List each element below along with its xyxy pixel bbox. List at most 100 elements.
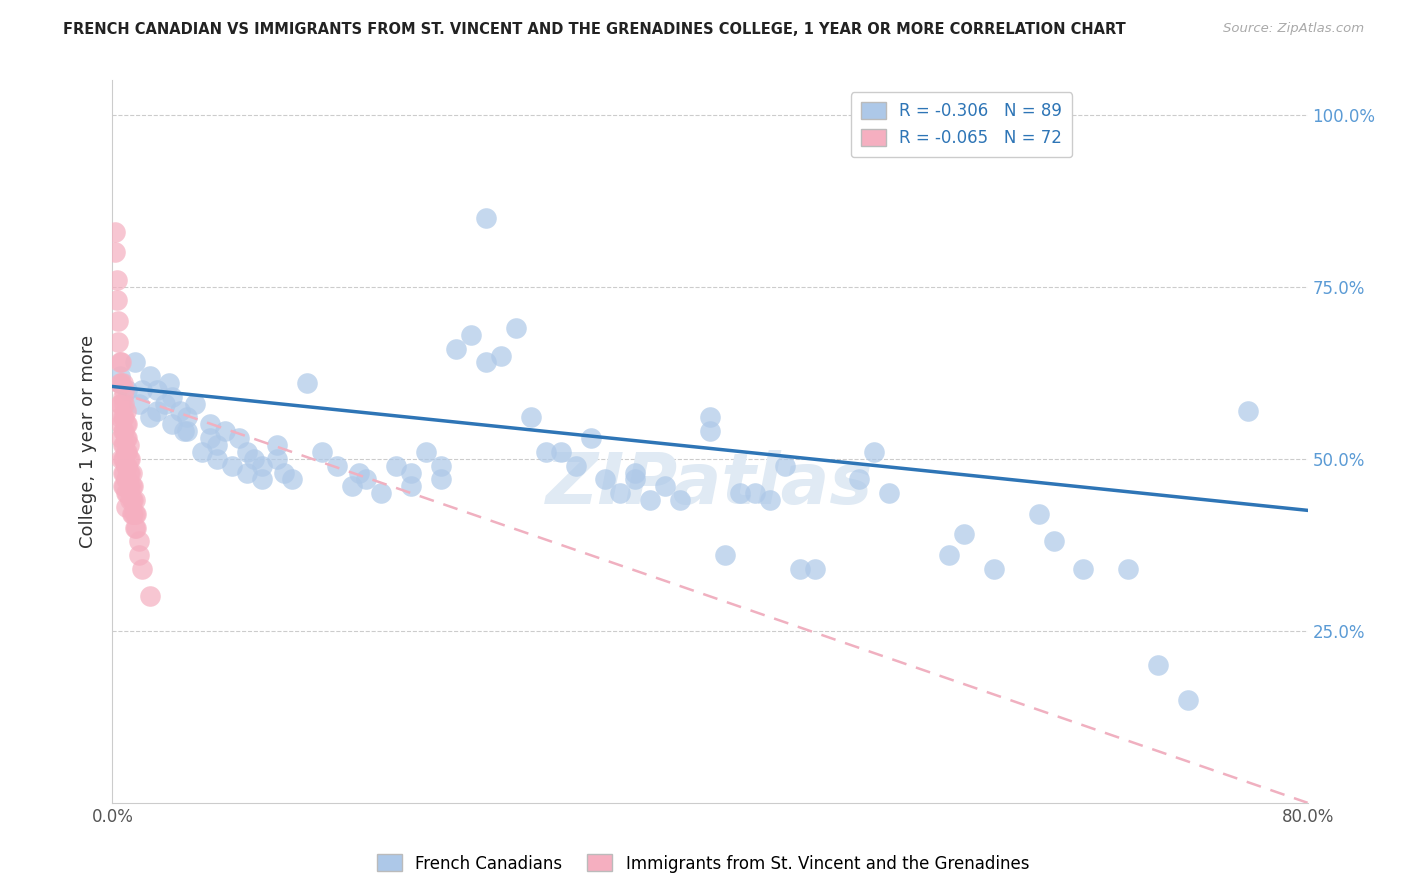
Point: [108, 355, 131, 369]
Point: [110, 397, 132, 411]
Point: [114, 410, 135, 425]
Point: [609, 486, 631, 500]
Point: [117, 486, 139, 500]
Point: [728, 486, 751, 500]
Text: Source: ZipAtlas.com: Source: ZipAtlas.com: [1223, 22, 1364, 36]
Point: [624, 472, 647, 486]
Point: [401, 479, 423, 493]
Point: [789, 562, 811, 576]
Point: [105, 273, 128, 287]
Point: [1177, 692, 1199, 706]
Point: [104, 225, 127, 239]
Point: [640, 493, 662, 508]
Point: [128, 534, 150, 549]
Point: [114, 424, 135, 438]
Point: [107, 314, 129, 328]
Point: [114, 438, 135, 452]
Point: [1147, 658, 1170, 673]
Text: ZIPatlas: ZIPatlas: [547, 450, 873, 519]
Point: [114, 397, 135, 411]
Point: [370, 486, 392, 500]
Point: [114, 383, 135, 397]
Point: [117, 417, 139, 432]
Point: [121, 479, 143, 493]
Point: [534, 445, 557, 459]
Point: [773, 458, 796, 473]
Point: [759, 493, 782, 508]
Point: [110, 431, 132, 445]
Point: [120, 466, 142, 480]
Point: [124, 507, 146, 521]
Point: [169, 403, 191, 417]
Point: [460, 327, 482, 342]
Point: [125, 520, 148, 534]
Point: [236, 466, 259, 480]
Y-axis label: College, 1 year or more: College, 1 year or more: [79, 335, 97, 548]
Point: [111, 438, 134, 452]
Point: [121, 466, 143, 480]
Point: [115, 486, 138, 500]
Point: [191, 445, 214, 459]
Point: [115, 472, 138, 486]
Point: [266, 438, 288, 452]
Point: [953, 527, 976, 541]
Point: [669, 493, 692, 508]
Point: [115, 403, 138, 417]
Point: [595, 472, 617, 486]
Point: [115, 417, 138, 432]
Point: [236, 445, 259, 459]
Point: [122, 493, 145, 508]
Point: [214, 424, 236, 438]
Point: [520, 410, 543, 425]
Point: [250, 472, 273, 486]
Point: [118, 451, 141, 466]
Point: [401, 466, 423, 480]
Point: [311, 445, 333, 459]
Point: [505, 321, 527, 335]
Point: [114, 479, 135, 493]
Point: [108, 369, 131, 384]
Point: [108, 397, 131, 411]
Point: [983, 562, 1005, 576]
Point: [430, 472, 453, 486]
Point: [356, 472, 378, 486]
Point: [117, 445, 139, 459]
Point: [118, 479, 141, 493]
Point: [118, 466, 141, 480]
Point: [110, 451, 132, 466]
Point: [122, 507, 145, 521]
Point: [111, 424, 134, 438]
Point: [1042, 534, 1064, 549]
Point: [114, 451, 135, 466]
Point: [325, 458, 347, 473]
Point: [118, 438, 141, 452]
Point: [108, 376, 131, 390]
Point: [110, 355, 132, 369]
Point: [153, 397, 176, 411]
Point: [139, 590, 162, 604]
Point: [475, 355, 498, 369]
Point: [1118, 562, 1140, 576]
Point: [1028, 507, 1050, 521]
Point: [699, 410, 721, 425]
Point: [114, 466, 135, 480]
Point: [115, 458, 138, 473]
Point: [121, 507, 143, 521]
Point: [120, 479, 142, 493]
Point: [385, 458, 408, 473]
Point: [139, 410, 162, 425]
Point: [121, 493, 143, 508]
Point: [115, 445, 138, 459]
Point: [111, 451, 134, 466]
Point: [104, 245, 127, 260]
Point: [162, 390, 183, 404]
Point: [699, 424, 721, 438]
Point: [176, 424, 198, 438]
Point: [183, 397, 205, 411]
Point: [1237, 403, 1260, 417]
Point: [295, 376, 318, 390]
Point: [162, 417, 183, 432]
Point: [938, 548, 960, 562]
Point: [117, 472, 139, 486]
Point: [579, 431, 602, 445]
